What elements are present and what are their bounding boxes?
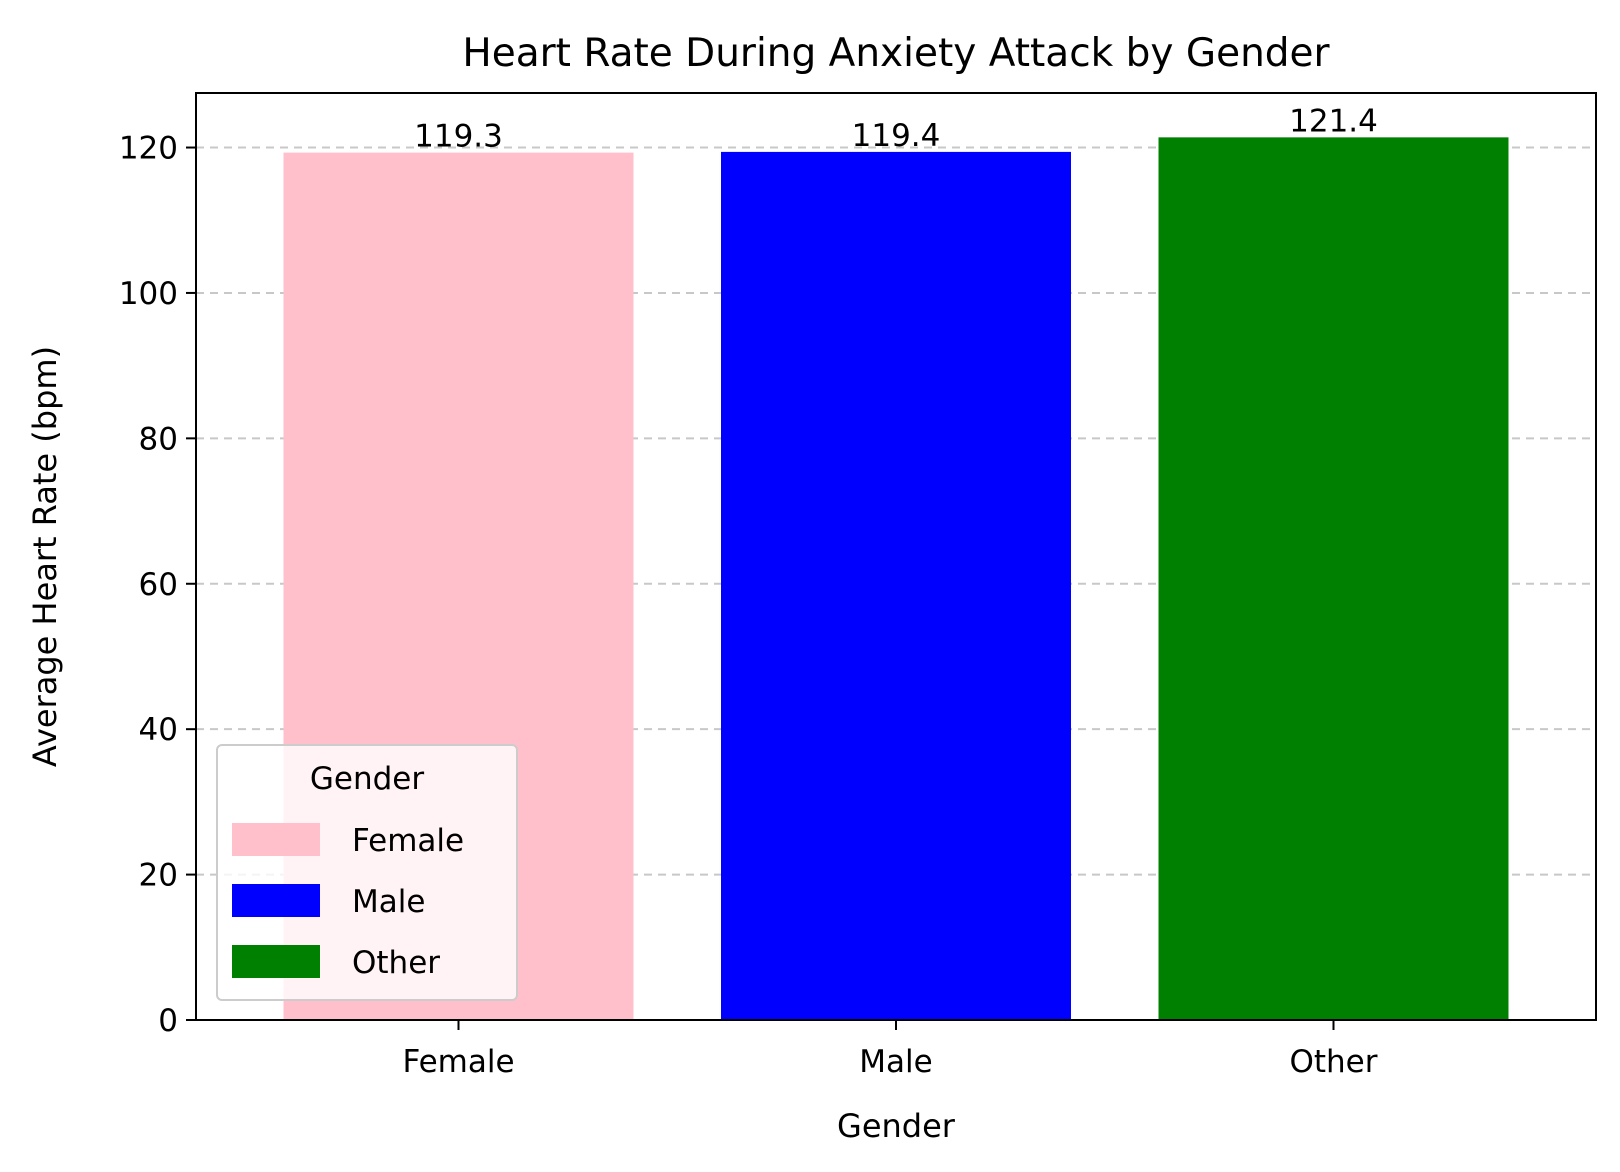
legend-swatch-other (232, 945, 320, 978)
bar-male (721, 151, 1071, 1020)
x-tick-label-female: Female (402, 1044, 514, 1080)
y-axis-label: Average Heart Rate (bpm) (26, 346, 64, 767)
y-axis-ticks: 0 20 40 60 80 100 120 (119, 131, 196, 1039)
y-tick-label-40: 40 (139, 712, 178, 748)
legend-label-female: Female (352, 823, 464, 859)
legend-title: Gender (310, 761, 424, 797)
data-label-other: 121.4 (1289, 103, 1378, 139)
x-tick-label-other: Other (1289, 1044, 1377, 1080)
y-tick-label-20: 20 (139, 858, 178, 894)
y-tick-label-80: 80 (139, 421, 178, 457)
bar-other (1158, 137, 1509, 1020)
legend: Gender Female Male Other (216, 744, 518, 1001)
y-tick-label-60: 60 (139, 567, 178, 603)
legend-swatch-male (232, 884, 320, 917)
legend-box (216, 744, 518, 1001)
x-axis-label: Gender (837, 1107, 956, 1145)
y-tick-label-0: 0 (158, 1003, 178, 1039)
x-tick-label-male: Male (859, 1044, 932, 1080)
legend-label-male: Male (352, 884, 425, 920)
data-label-female: 119.3 (414, 119, 503, 155)
data-labels: 119.3 119.4 121.4 (414, 103, 1378, 154)
chart-title: Heart Rate During Anxiety Attack by Gend… (462, 31, 1330, 76)
data-label-male: 119.4 (852, 118, 941, 154)
y-tick-label-100: 100 (119, 276, 178, 312)
legend-swatch-female (232, 823, 320, 856)
legend-label-other: Other (352, 945, 440, 981)
legend-entries: Female Male Other (232, 823, 464, 981)
x-axis-ticks: Female Male Other (402, 1020, 1378, 1080)
y-tick-label-120: 120 (119, 131, 178, 167)
